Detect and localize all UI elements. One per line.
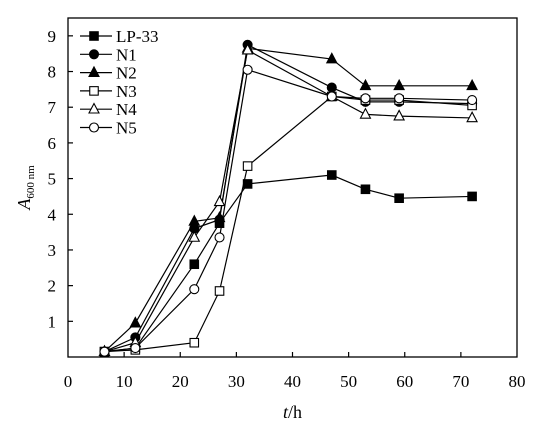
legend-marker xyxy=(89,31,99,41)
y-tick-label: 8 xyxy=(48,63,57,82)
data-point xyxy=(467,191,477,202)
x-tick-label: 0 xyxy=(64,372,73,391)
series-line-n2 xyxy=(104,47,473,353)
data-point xyxy=(214,286,225,296)
legend-marker xyxy=(89,86,99,96)
legend-marker xyxy=(88,49,100,60)
series-points-lp-33 xyxy=(99,170,477,357)
legend-marker xyxy=(88,65,100,77)
legend-marker xyxy=(88,122,100,133)
series-line-n5 xyxy=(104,68,473,353)
data-point xyxy=(130,343,141,354)
data-point xyxy=(360,184,371,195)
data-point xyxy=(466,78,479,91)
data-point xyxy=(189,284,200,295)
x-tick-label: 10 xyxy=(116,372,133,391)
y-axis-title-subscript: 600 nm xyxy=(25,165,37,199)
data-point xyxy=(129,316,142,328)
y-tick-label: 1 xyxy=(48,312,57,331)
y-axis: 1 2 3 4 5 6 7 8 9 xyxy=(48,27,73,331)
data-point xyxy=(467,95,478,106)
data-point xyxy=(99,346,110,357)
y-tick-label: 7 xyxy=(48,98,57,117)
data-point xyxy=(360,93,371,104)
legend-label: N1 xyxy=(116,45,137,64)
legend-item-n5: N5 xyxy=(80,119,137,138)
data-point xyxy=(325,52,338,64)
data-point xyxy=(326,170,337,180)
x-tick-label: 60 xyxy=(396,372,413,391)
legend-item-n1: N1 xyxy=(80,45,137,64)
legend-marker xyxy=(88,102,100,114)
x-tick-label: 80 xyxy=(509,372,526,391)
x-tick-label: 20 xyxy=(172,372,189,391)
y-tick-label: 2 xyxy=(48,277,57,296)
x-tick-label: 30 xyxy=(228,372,245,391)
legend-item-n2: N2 xyxy=(80,64,137,83)
y-tick-label: 4 xyxy=(48,205,57,224)
data-point xyxy=(242,64,253,75)
data-point xyxy=(213,194,226,207)
data-point xyxy=(188,230,201,242)
data-point xyxy=(214,232,225,243)
series-n5 xyxy=(104,68,473,353)
y-tick-label: 9 xyxy=(48,27,57,46)
x-tick-label: 40 xyxy=(284,372,301,391)
series-points-n5 xyxy=(99,64,478,357)
legend-label: N2 xyxy=(116,64,137,83)
x-axis: 0 10 20 30 40 50 60 70 80 xyxy=(64,352,526,391)
series-line-lp-33 xyxy=(104,174,473,353)
legend-item-n3: N3 xyxy=(80,82,137,101)
plot-area: 0 10 20 30 40 50 60 70 80 1 2 3 4 5 6 7 8 9 xyxy=(48,17,526,391)
data-point xyxy=(189,259,200,270)
data-point xyxy=(393,78,406,91)
series-line-n4 xyxy=(104,49,473,353)
x-axis-title-unit: /h xyxy=(288,402,302,422)
y-tick-label: 6 xyxy=(48,134,57,153)
y-axis-title: A600 nm xyxy=(14,165,37,211)
series-layer xyxy=(98,39,479,357)
legend-label: LP-33 xyxy=(116,27,159,46)
y-tick-label: 5 xyxy=(48,170,57,189)
data-point xyxy=(393,109,406,121)
y-tick-label: 3 xyxy=(48,241,57,260)
series-points-n4 xyxy=(98,43,479,356)
data-point xyxy=(189,337,200,348)
x-tick-label: 70 xyxy=(452,372,469,391)
series-points-n2 xyxy=(98,41,479,356)
data-point xyxy=(394,93,405,104)
legend-item-lp-33: LP-33 xyxy=(80,27,159,46)
data-point xyxy=(394,193,404,204)
x-axis-title-variable: t xyxy=(283,402,289,422)
series-n2 xyxy=(104,47,473,353)
data-point xyxy=(242,179,253,189)
series-n4 xyxy=(104,49,473,353)
legend-label: N4 xyxy=(116,100,137,119)
legend-item-n4: N4 xyxy=(80,100,137,119)
data-point xyxy=(188,214,201,226)
data-point xyxy=(242,161,253,171)
y-axis-title-variable: A xyxy=(14,198,34,211)
series-lp-33 xyxy=(104,174,473,353)
data-point xyxy=(359,107,372,119)
data-point xyxy=(359,78,372,91)
x-axis-title: t/h xyxy=(283,402,302,422)
legend-label: N5 xyxy=(116,119,137,138)
data-point xyxy=(213,210,226,223)
x-tick-label: 50 xyxy=(340,372,357,391)
data-point xyxy=(326,91,337,102)
data-point xyxy=(466,111,479,123)
legend-label: N3 xyxy=(116,82,137,101)
data-point xyxy=(241,43,254,55)
